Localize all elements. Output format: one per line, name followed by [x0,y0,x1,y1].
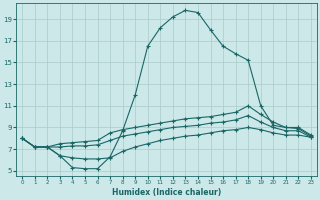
X-axis label: Humidex (Indice chaleur): Humidex (Indice chaleur) [112,188,221,197]
